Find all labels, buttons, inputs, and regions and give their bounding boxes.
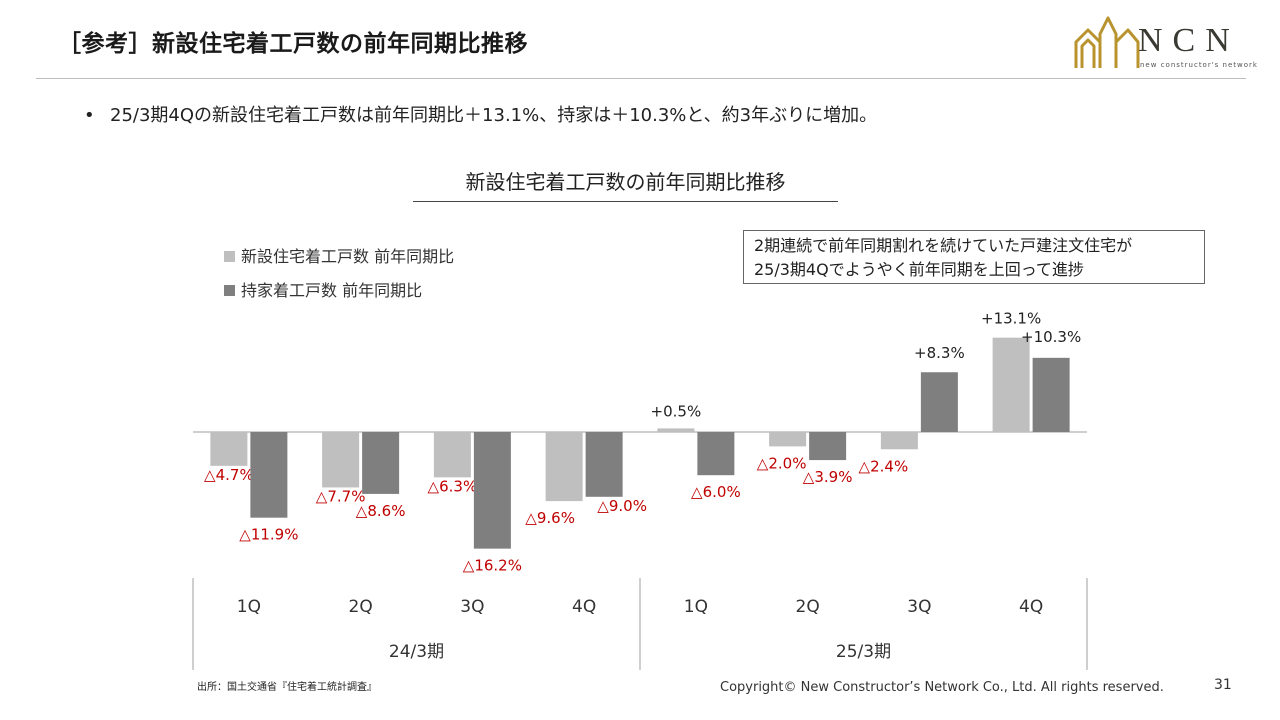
x-tick-label: 4Q [1019,597,1043,617]
bar-owner-housing-7 [1032,357,1070,432]
bar-new-housing-5 [769,432,807,447]
x-tick-label: 2Q [796,597,820,617]
copyright: Copyright© New Constructor’s Network Co.… [720,680,1164,695]
bullet-marker: • [84,105,95,126]
logo-tagline: new constructor's network [1140,61,1258,69]
data-label: △3.9% [803,468,853,486]
legend-label-new-housing: 新設住宅着工戸数 前年同期比 [241,247,455,266]
callout-line-1: 2期連続で前年同期割れを続けていた戸建注文住宅が [754,236,1133,255]
callout-box: 2期連続で前年同期割れを続けていた戸建注文住宅が 25/3期4Qでようやく前年同… [743,230,1205,284]
bar-owner-housing-3 [585,432,623,497]
bar-owner-housing-0 [250,432,288,518]
data-label: △6.3% [428,477,478,495]
x-tick-label: 4Q [572,597,596,617]
page-title: ［参考］新設住宅着工戸数の前年同期比推移 [58,31,528,57]
data-label: △8.6% [356,502,406,520]
legend-swatch-dark [224,285,235,296]
data-label: △16.2% [463,557,522,575]
data-label: +8.3% [914,344,965,362]
bar-new-housing-4 [657,428,695,432]
x-tick-label: 2Q [349,597,373,617]
chart-title: 新設住宅着工戸数の前年同期比推移 [465,170,786,194]
legend-label-owner-housing: 持家着工戸数 前年同期比 [241,281,423,300]
x-tick-label: 3Q [460,597,484,617]
logo-wordmark: NCN [1138,22,1240,59]
summary-bullet: • 25/3期4Qの新設住宅着工戸数は前年同期比＋13.1%、持家は＋10.3%と… [84,101,877,127]
data-label: +13.1% [981,310,1041,328]
bar-owner-housing-2 [473,432,511,549]
bar-owner-housing-5 [809,432,847,461]
data-label: +0.5% [651,402,702,420]
source-note: 出所：国土交通省『住宅着工統計調査』 [197,682,377,693]
summary-text: 25/3期4Qの新設住宅着工戸数は前年同期比＋13.1%、持家は＋10.3%と、… [110,105,878,126]
bar-owner-housing-4 [697,432,735,476]
title-divider [36,78,1246,79]
data-label: △6.0% [691,483,741,501]
data-label: △2.0% [757,454,807,472]
data-label: △7.7% [316,487,366,505]
bar-new-housing-0 [210,432,248,466]
data-label: △2.4% [859,457,909,475]
x-tick-label: 1Q [237,597,261,617]
group-label: 25/3期 [836,642,891,662]
legend-item-owner-housing: 持家着工戸数 前年同期比 [224,277,422,301]
data-label: +10.3% [1021,328,1081,346]
bar-new-housing-2 [433,432,471,478]
group-label: 24/3期 [389,642,444,662]
bar-new-housing-1 [322,432,360,488]
bar-new-housing-6 [880,432,918,450]
legend-swatch-light [224,251,235,262]
page-number: 31 [1214,677,1232,693]
chart-title-underline [413,201,838,202]
x-tick-label: 1Q [684,597,708,617]
data-label: △11.9% [239,526,298,544]
data-label: △9.0% [597,497,647,515]
x-tick-label: 3Q [907,597,931,617]
bar-owner-housing-1 [362,432,400,494]
logo-mark-icon [1074,16,1140,68]
data-label: △4.7% [204,466,254,484]
bar-owner-housing-6 [920,372,958,432]
legend-item-new-housing: 新設住宅着工戸数 前年同期比 [224,243,454,267]
bar-new-housing-7 [992,337,1030,432]
data-label: △9.6% [525,509,575,527]
bar-new-housing-3 [545,432,583,502]
callout-line-2: 25/3期4Qでようやく前年同期を上回って進捗 [754,260,1084,279]
company-logo: NCN new constructor's network [1072,8,1257,74]
